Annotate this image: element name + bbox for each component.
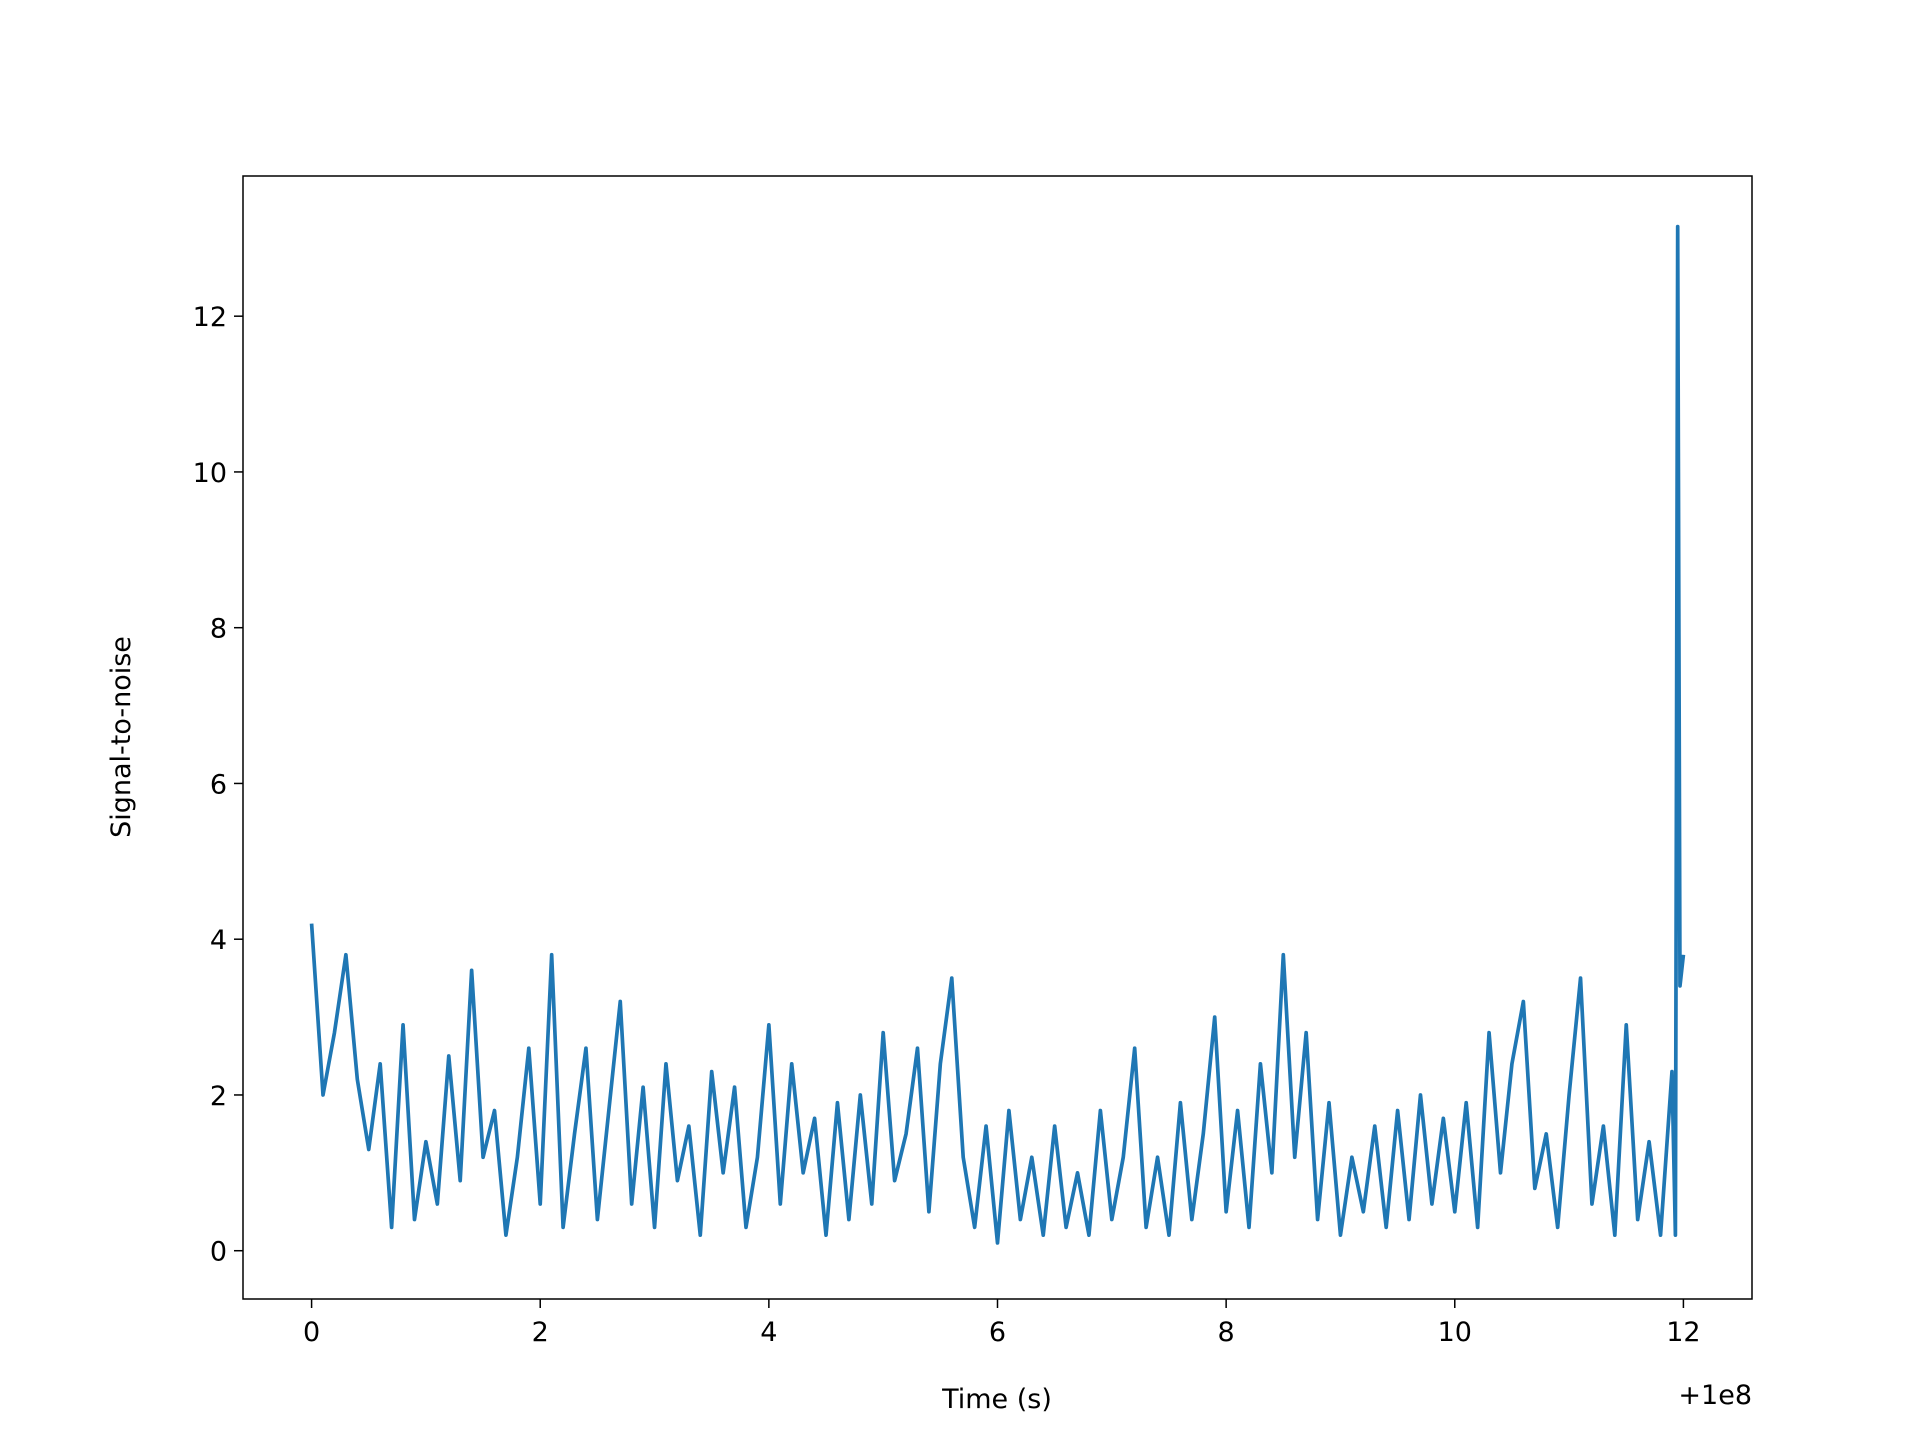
- y-tick-label: 6: [210, 769, 227, 800]
- x-tick-label: 4: [760, 1317, 777, 1348]
- x-tick-label: 2: [532, 1317, 549, 1348]
- x-tick-label: 12: [1666, 1317, 1700, 1348]
- axes-frame: [242, 175, 1753, 1300]
- x-axis-label: Time (s): [941, 1384, 1052, 1415]
- y-tick-label: 8: [210, 614, 227, 645]
- y-tick-label: 12: [193, 302, 227, 333]
- x-tick-label: 10: [1438, 1317, 1472, 1348]
- y-tick-label: 2: [210, 1081, 227, 1112]
- y-tick-label: 0: [210, 1237, 227, 1268]
- x-tick-label: 0: [303, 1317, 320, 1348]
- x-tick-label: 8: [1218, 1317, 1235, 1348]
- data-line: [309, 224, 1686, 1245]
- x-offset-label: +1e8: [1678, 1380, 1752, 1411]
- y-tick-label: 4: [210, 925, 227, 956]
- y-tick-label: 10: [193, 458, 227, 489]
- x-tick-label: 6: [989, 1317, 1006, 1348]
- y-axis-label: Signal-to-noise: [106, 636, 137, 838]
